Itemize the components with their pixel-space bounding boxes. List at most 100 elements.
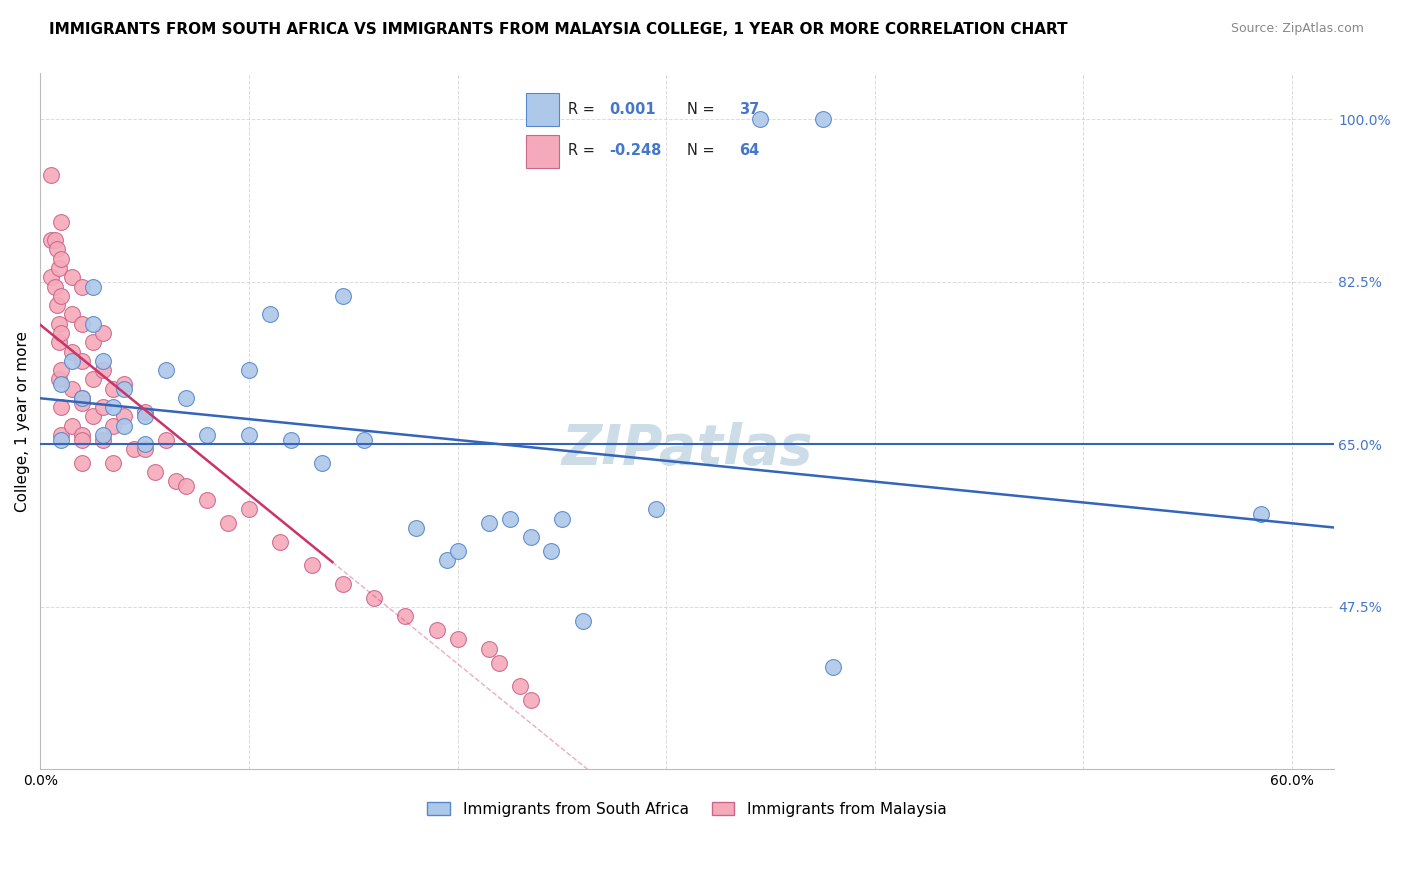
Y-axis label: College, 1 year or more: College, 1 year or more [15,331,30,512]
Point [70,395,93,409]
Point [60,344,83,359]
Point [811,112,834,127]
Point [478,641,501,656]
Point [60,418,83,433]
Point [48,317,70,331]
Point [70,433,93,447]
Point [51,363,73,377]
Point [446,544,468,558]
Point [238,363,260,377]
Point [39,233,62,247]
Point [122,442,145,456]
Point [91,433,114,447]
Point [155,363,177,377]
Point [176,391,198,405]
Point [353,433,375,447]
Point [103,456,125,470]
Point [499,511,522,525]
Point [394,609,416,624]
Point [82,317,104,331]
Point [82,372,104,386]
Point [60,270,83,285]
Point [644,502,666,516]
Point [134,437,156,451]
Point [134,442,156,456]
Point [48,335,70,350]
Point [195,493,218,508]
Point [70,456,93,470]
Point [103,418,125,433]
Point [134,405,156,419]
Point [51,214,73,228]
Point [519,530,541,544]
Point [436,553,458,567]
Legend: Immigrants from South Africa, Immigrants from Malaysia: Immigrants from South Africa, Immigrants… [420,794,955,824]
Point [155,433,177,447]
Point [821,660,844,674]
Point [51,433,73,447]
Point [217,516,239,531]
Point [551,511,574,525]
Point [51,376,73,391]
Point [238,502,260,516]
Point [332,289,354,303]
Point [51,326,73,340]
Point [269,534,291,549]
Point [91,401,114,415]
Point [70,317,93,331]
Point [91,428,114,442]
Point [446,632,468,647]
Point [60,353,83,368]
Point [165,475,187,489]
Point [70,279,93,293]
Point [332,576,354,591]
Point [46,243,69,257]
Point [259,307,281,321]
Point [82,335,104,350]
Point [60,307,83,321]
Point [311,456,333,470]
Point [82,409,104,424]
Point [509,679,531,693]
Point [134,409,156,424]
Point [540,544,562,558]
Text: Source: ZipAtlas.com: Source: ZipAtlas.com [1230,22,1364,36]
Point [51,252,73,266]
Text: ZIPatlas: ZIPatlas [561,422,813,476]
Point [44,233,66,247]
Point [91,363,114,377]
Point [280,433,302,447]
Point [39,168,62,182]
Point [46,298,69,312]
Point [112,382,135,396]
Point [70,428,93,442]
Point [519,692,541,706]
Point [363,591,385,605]
Point [39,270,62,285]
Point [176,479,198,493]
Point [51,289,73,303]
Point [238,428,260,442]
Point [405,521,427,535]
Point [571,614,593,628]
Point [44,279,66,293]
Point [70,391,93,405]
Point [143,465,166,479]
Point [82,279,104,293]
Text: IMMIGRANTS FROM SOUTH AFRICA VS IMMIGRANTS FROM MALAYSIA COLLEGE, 1 YEAR OR MORE: IMMIGRANTS FROM SOUTH AFRICA VS IMMIGRAN… [49,22,1067,37]
Point [1250,507,1272,521]
Point [103,401,125,415]
Point [70,353,93,368]
Point [103,382,125,396]
Point [70,391,93,405]
Point [91,353,114,368]
Point [301,558,323,572]
Point [112,409,135,424]
Point [112,418,135,433]
Point [51,401,73,415]
Point [51,428,73,442]
Point [112,376,135,391]
Point [60,382,83,396]
Point [48,372,70,386]
Point [48,260,70,275]
